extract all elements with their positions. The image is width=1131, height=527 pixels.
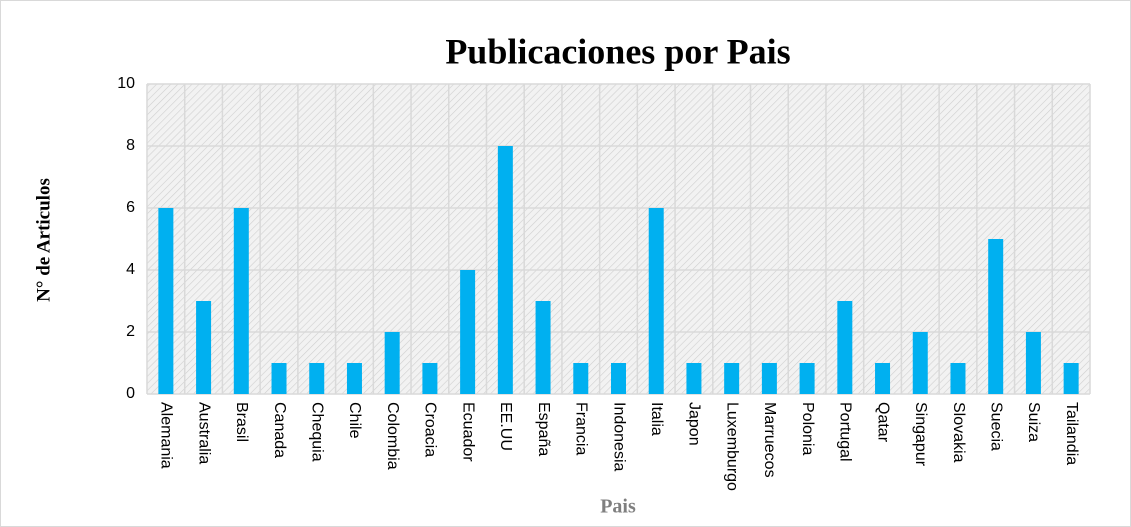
bar <box>1063 363 1079 394</box>
x-tick-label: Alemania <box>158 402 175 469</box>
bar <box>761 363 777 394</box>
bar <box>309 363 325 394</box>
bar <box>837 301 853 394</box>
plot-background <box>147 84 1090 394</box>
y-tick-label: 4 <box>126 261 135 278</box>
bar <box>497 146 513 394</box>
x-tick-label: Portugal <box>837 402 854 462</box>
x-tick-label: Australia <box>195 402 212 464</box>
bar <box>912 332 928 394</box>
x-tick-label: Polonia <box>799 402 816 455</box>
y-tick-label: 0 <box>126 385 135 402</box>
x-tick-label: Suecia <box>987 402 1004 451</box>
x-tick-label: EE.UU <box>497 402 514 451</box>
y-axis-label: N° de Articulos <box>33 178 54 302</box>
bar <box>686 363 702 394</box>
bar <box>196 301 212 394</box>
bar <box>1025 332 1041 394</box>
x-tick-label: Slovakia <box>950 402 967 463</box>
x-tick-label: Chequia <box>309 402 326 462</box>
x-tick-label: Colombia <box>384 402 401 470</box>
bar <box>988 239 1004 394</box>
x-tick-label: Marruecos <box>761 402 778 478</box>
bar <box>573 363 589 394</box>
x-tick-label: Luxemburgo <box>723 402 740 491</box>
x-tick-label: Brasil <box>233 402 250 442</box>
x-tick-label: Qatar <box>874 402 891 443</box>
bar <box>233 208 249 394</box>
y-tick-label: 10 <box>117 75 135 92</box>
x-tick-label: Canada <box>271 402 288 458</box>
x-tick-label: Indonesia <box>610 402 627 471</box>
x-tick-label: Suiza <box>1025 402 1042 442</box>
x-tick-label: Tailandia <box>1063 402 1080 465</box>
bar <box>875 363 891 394</box>
bar <box>460 270 476 394</box>
bar <box>648 208 664 394</box>
y-tick-label: 6 <box>126 199 135 216</box>
bar <box>384 332 400 394</box>
x-tick-label: Ecuador <box>459 402 476 462</box>
bar <box>611 363 626 394</box>
bar <box>422 363 438 394</box>
bar <box>158 208 174 394</box>
bar <box>799 363 815 394</box>
x-tick-label: Italia <box>648 402 665 436</box>
y-tick-label: 8 <box>126 137 135 154</box>
x-tick-label: Singapur <box>912 402 929 467</box>
bar <box>950 363 966 394</box>
bar <box>535 301 551 394</box>
x-tick-label: Japon <box>686 402 703 446</box>
chart-title: Publicaciones por Pais <box>445 31 790 71</box>
x-tick-label: Chile <box>346 402 363 439</box>
bar <box>724 363 740 394</box>
y-tick-label: 2 <box>126 323 135 340</box>
bar <box>271 363 287 394</box>
x-tick-label: Croacia <box>422 402 439 457</box>
x-tick-label: Francia <box>573 402 590 455</box>
bar <box>346 363 362 394</box>
x-tick-label: España <box>535 402 552 456</box>
x-axis-label: Pais <box>600 496 636 518</box>
